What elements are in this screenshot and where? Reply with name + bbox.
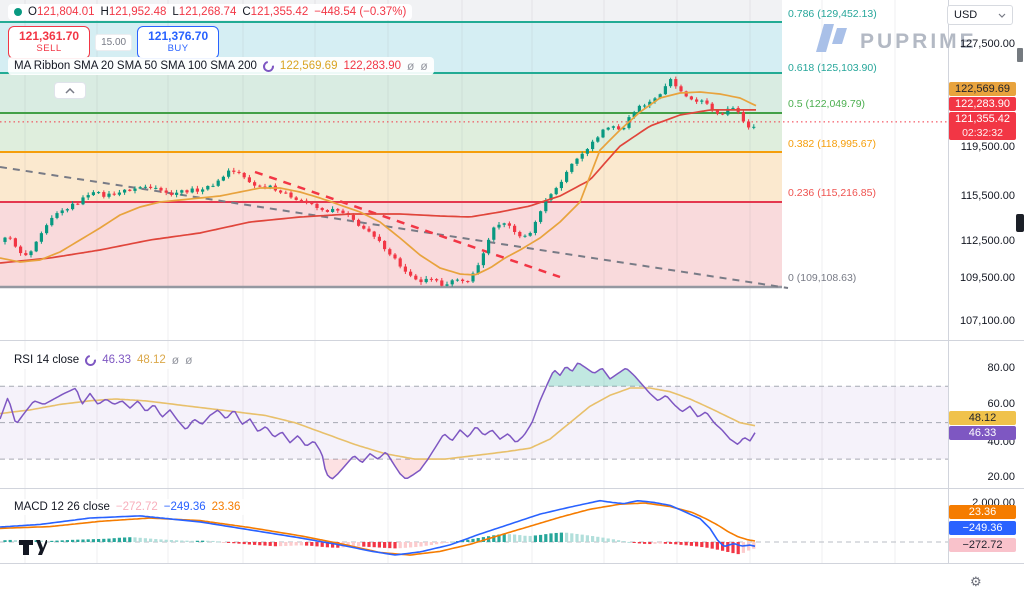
macd-signal-value: 23.36: [211, 501, 241, 513]
open-value: 121,804.01: [36, 6, 95, 18]
ma-value-red: 122,283.90: [343, 60, 402, 72]
macd-hist-value: −272.72: [115, 501, 158, 513]
loading-spinner-icon: [260, 58, 277, 74]
sell-button[interactable]: 121,361.70 SELL: [8, 26, 91, 59]
macd-signal-tag: 23.36: [949, 505, 1016, 519]
edge-panel-fragment: [1017, 48, 1023, 62]
puprime-logo-icon: [816, 24, 847, 52]
rsi-value-tag: 46.33: [949, 426, 1016, 440]
high-label: H: [100, 6, 109, 18]
fib-band-layer: [0, 0, 782, 287]
rsi-ma-tag: 48.12: [949, 411, 1016, 425]
currency-selector[interactable]: USD: [947, 5, 1013, 25]
price-tick-label: 127,500.00: [959, 38, 1015, 50]
change-value: −448.54 (−0.37%): [314, 6, 407, 18]
last-price-tag: 121,355.42 02:32:32: [949, 112, 1016, 140]
separator-layer: [0, 0, 1024, 564]
fib-level-label: 0 (109,108.63): [788, 272, 857, 284]
fib-level-label: 0.5 (122,049.79): [788, 98, 866, 110]
buy-button[interactable]: 121,376.70 BUY: [137, 26, 220, 59]
chevron-up-icon: [65, 87, 75, 94]
ma-yellow-price-tag: 122,569.69: [949, 82, 1016, 96]
trendline-layer: [0, 166, 789, 289]
hide-series-icon[interactable]: ø: [185, 353, 193, 367]
loading-spinner-icon: [83, 352, 99, 368]
rsi-tick-label: 60.00: [987, 398, 1015, 410]
open-label: O: [28, 6, 37, 18]
fib-level-label: 0.236 (115,216.85): [788, 187, 876, 199]
rsi-legend: RSI 14 close 46.33 48.12 ø ø: [8, 351, 199, 369]
macd-hist-tag: −272.72: [949, 538, 1016, 552]
rsi-tick-label: 20.00: [987, 471, 1015, 483]
macd-line-tag: −249.36: [949, 521, 1016, 535]
low-label: L: [172, 6, 179, 18]
ma-layer: [0, 91, 757, 276]
puprime-logo-text: PUPRIME: [860, 30, 977, 53]
ma-ribbon-title: MA Ribbon SMA 20 SMA 50 SMA 100 SMA 200: [14, 60, 257, 72]
high-value: 121,952.48: [108, 6, 167, 18]
broker-watermark: PUPRIME: [810, 18, 974, 65]
grid-layer: [24, 0, 896, 563]
close-label: C: [242, 6, 251, 18]
ma-ribbon-legend: MA Ribbon SMA 20 SMA 50 SMA 100 SMA 200 …: [8, 57, 434, 75]
rsi-ma-value: 48.12: [136, 354, 166, 366]
rsi-title: RSI 14 close: [14, 354, 80, 366]
time-axis[interactable]: 10131619222528Oct47101316: [0, 563, 1024, 600]
edge-panel-fragment: [1016, 214, 1024, 232]
low-value: 121,268.74: [178, 6, 237, 18]
chevron-down-icon: [998, 13, 1006, 18]
buy-price: 121,376.70: [148, 29, 209, 43]
bar-countdown: 02:32:32: [962, 127, 1003, 139]
hide-series-icon[interactable]: ø: [171, 353, 180, 367]
sell-label: SELL: [36, 42, 62, 54]
ma-red-price-tag: 122,283.90: [949, 97, 1016, 111]
rsi-layer: [0, 362, 948, 480]
rsi-value: 46.33: [102, 354, 131, 366]
symbol-status-dot: [14, 8, 22, 16]
price-tick-label: 112,500.00: [960, 235, 1015, 247]
currency-label: USD: [954, 9, 978, 21]
price-tick-label: 107,100.00: [959, 315, 1015, 327]
ma-value-yellow: 122,569.69: [279, 60, 338, 72]
price-tick-label: 119,500.00: [960, 141, 1015, 153]
sell-price: 121,361.70: [19, 29, 80, 43]
spread-value: 15.00: [95, 33, 133, 51]
fib-level-label: 0.786 (129,452.13): [788, 8, 877, 20]
ohlc-legend: O121,804.01 H121,952.48 L121,268.74 C121…: [8, 4, 413, 20]
macd-layer: [0, 499, 948, 556]
macd-title: MACD 12 26 close: [14, 501, 110, 513]
tradingview-logo[interactable]: [18, 538, 48, 563]
fib-level-label: 0.618 (125,103.90): [788, 62, 877, 74]
buy-label: BUY: [167, 42, 189, 54]
price-tick-label: 109,500.00: [959, 272, 1015, 284]
macd-legend: MACD 12 26 close −272.72 −249.36 23.36: [8, 499, 247, 515]
rsi-tick-label: 80.00: [987, 362, 1015, 374]
macd-line-value: −249.36: [163, 501, 206, 513]
price-tick-label: 115,500.00: [960, 190, 1015, 202]
trade-panel: 121,361.70 SELL 15.00 121,376.70 BUY: [8, 26, 220, 59]
axis-settings-gear-icon[interactable]: ⚙: [970, 574, 982, 589]
hide-series-icon[interactable]: ø: [420, 59, 428, 73]
collapse-indicators-button[interactable]: [54, 82, 86, 99]
fib-level-label: 0.382 (118,995.67): [788, 138, 876, 150]
close-value: 121,355.42: [250, 6, 309, 18]
hide-series-icon[interactable]: ø: [407, 59, 415, 73]
